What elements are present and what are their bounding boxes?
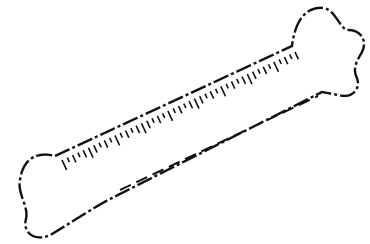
ruler-tick bbox=[237, 79, 239, 84]
ruler-tick bbox=[67, 158, 69, 163]
ruler-tick bbox=[104, 140, 107, 147]
ruler-tick bbox=[279, 59, 281, 64]
ruler-tick bbox=[184, 104, 186, 109]
ruler-tick bbox=[258, 69, 260, 74]
ruler-ticks bbox=[62, 52, 298, 170]
ruler-tick bbox=[147, 121, 150, 128]
ruler-tick bbox=[83, 150, 86, 157]
ruler-tick bbox=[205, 94, 207, 99]
ruler-tick bbox=[221, 86, 226, 96]
ruler-tick bbox=[126, 131, 129, 138]
ruler-tick bbox=[94, 145, 97, 152]
ruler-tick bbox=[157, 116, 160, 123]
ruler-tick bbox=[226, 84, 228, 89]
ruler-tick bbox=[216, 89, 218, 94]
ruler-tick bbox=[284, 57, 287, 64]
ruler-tick bbox=[73, 155, 76, 162]
ruler-tick bbox=[295, 52, 298, 59]
ruler-tick bbox=[131, 128, 133, 133]
ruler-tick bbox=[200, 96, 203, 103]
ruler-tick bbox=[247, 74, 252, 84]
ruler-tick bbox=[78, 153, 80, 158]
ruler-tick bbox=[115, 135, 120, 145]
ruler-tick bbox=[210, 91, 213, 98]
ruler-tick bbox=[62, 160, 67, 170]
ruler-tick bbox=[136, 126, 139, 133]
ruler-tick bbox=[110, 138, 112, 143]
ruler-tick bbox=[269, 64, 271, 69]
ruler-tick bbox=[189, 101, 192, 108]
ruler-tick bbox=[120, 133, 122, 138]
ruler-tick bbox=[274, 62, 279, 72]
ruler-tick bbox=[242, 77, 245, 84]
bone-outline bbox=[20, 8, 365, 238]
ruler-tick bbox=[179, 106, 182, 113]
ruler-tick bbox=[141, 123, 146, 133]
ruler-tick bbox=[253, 72, 256, 79]
ruler-tick bbox=[173, 108, 175, 113]
ruler-tick bbox=[99, 143, 101, 148]
ruler-tick bbox=[263, 67, 266, 74]
ruler-tick bbox=[168, 111, 173, 121]
page: (() => { const g = document.getElementBy… bbox=[0, 0, 370, 244]
bone-drawing bbox=[0, 0, 370, 244]
ruler-tick bbox=[231, 81, 234, 88]
ruler-tick bbox=[290, 54, 292, 59]
ruler-tick bbox=[194, 99, 199, 109]
ruler-tick bbox=[88, 148, 93, 158]
ruler-tick bbox=[163, 113, 165, 118]
bone-shaft-shading bbox=[120, 96, 318, 190]
ruler-tick bbox=[152, 118, 154, 123]
